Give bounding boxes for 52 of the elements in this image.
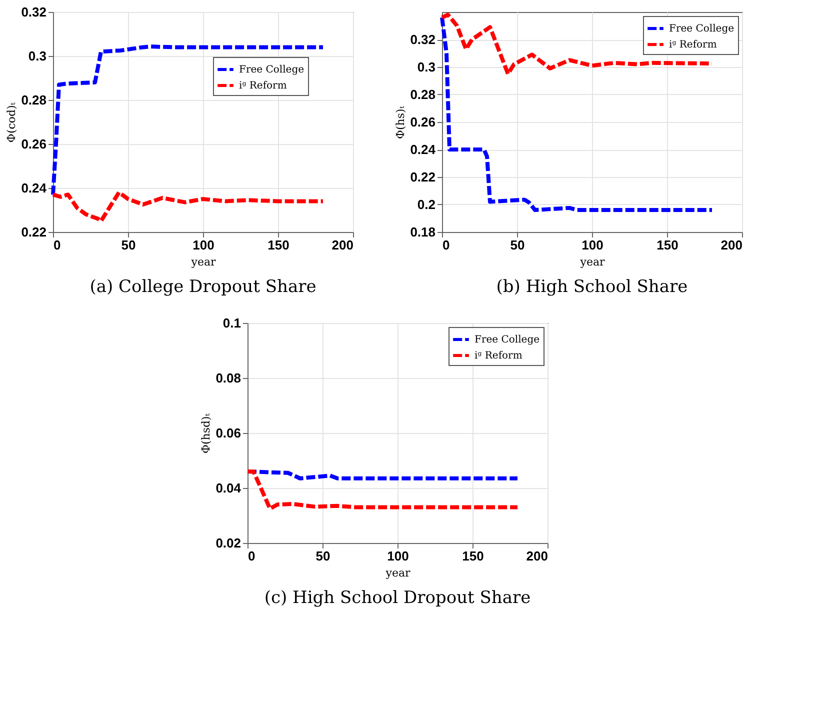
line-series <box>51 190 325 223</box>
y-tick-label: 0.3 <box>417 60 436 74</box>
legend-label: Free College <box>669 24 734 34</box>
x-axis-title: year <box>579 256 606 268</box>
y-tick-label: 0.3 <box>28 48 46 64</box>
x-axis-title: year <box>190 256 217 268</box>
y-tick-label: 0.1 <box>222 316 241 330</box>
x-axis-title: year <box>384 566 412 580</box>
x-tick-label: 50 <box>316 548 330 564</box>
text: (b) High School Share <box>496 277 688 297</box>
legend-label: iᵍ Reform <box>669 40 718 50</box>
line-series <box>51 44 325 197</box>
x-tick-label: 0 <box>54 238 61 252</box>
x-tick-label: 50 <box>510 238 525 252</box>
y-tick-label: 0.08 <box>216 370 241 386</box>
y-axis-title: Φ(hs)ₜ <box>394 106 408 140</box>
y-tick-label: 0.32 <box>21 4 46 20</box>
y-tick-label: 0.24 <box>410 142 436 157</box>
text: (a) College Dropout Share <box>90 277 316 297</box>
y-tick-label: 0.28 <box>410 87 436 102</box>
line-series <box>246 470 520 511</box>
y-tick-label: 0.04 <box>216 480 242 496</box>
x-tick-label: 150 <box>656 238 678 252</box>
x-tick-label: 200 <box>526 548 548 564</box>
x-tick-label: 200 <box>332 238 354 252</box>
y-tick-label: 0.22 <box>410 170 436 184</box>
y-tick-label: 0.18 <box>410 224 436 240</box>
y-tick-label: 0.32 <box>410 32 436 47</box>
legend-label: iᵍ Reform <box>474 350 523 362</box>
y-tick-label: 0.22 <box>21 224 46 240</box>
x-tick-label: 100 <box>582 238 604 252</box>
y-axis-title: Φ(cod)ₜ <box>5 102 18 143</box>
legend-label: Free College <box>474 334 540 346</box>
x-tick-label: 150 <box>268 238 290 252</box>
legend-label: iᵍ Reform <box>239 80 288 92</box>
x-tick-label: 0 <box>248 548 256 564</box>
y-tick-label: 0.28 <box>21 92 46 108</box>
y-tick-label: 0.02 <box>216 536 241 550</box>
text: (c) High School Dropout Share <box>264 588 531 608</box>
x-tick-label: 50 <box>121 238 136 252</box>
y-tick-label: 0.2 <box>417 197 436 212</box>
x-tick-label: 0 <box>442 238 450 252</box>
y-axis-title: Φ(hsd)ₜ <box>200 413 213 454</box>
y-tick-label: 0.24 <box>21 180 48 196</box>
x-tick-label: 150 <box>462 548 484 564</box>
x-tick-label: 100 <box>192 238 214 252</box>
y-tick-label: 0.06 <box>216 426 241 440</box>
x-tick-label: 100 <box>387 548 409 564</box>
y-tick-label: 0.26 <box>21 136 46 152</box>
y-tick-label: 0.26 <box>410 114 436 130</box>
x-tick-label: 200 <box>720 238 742 252</box>
legend-label: Free College <box>239 64 304 76</box>
